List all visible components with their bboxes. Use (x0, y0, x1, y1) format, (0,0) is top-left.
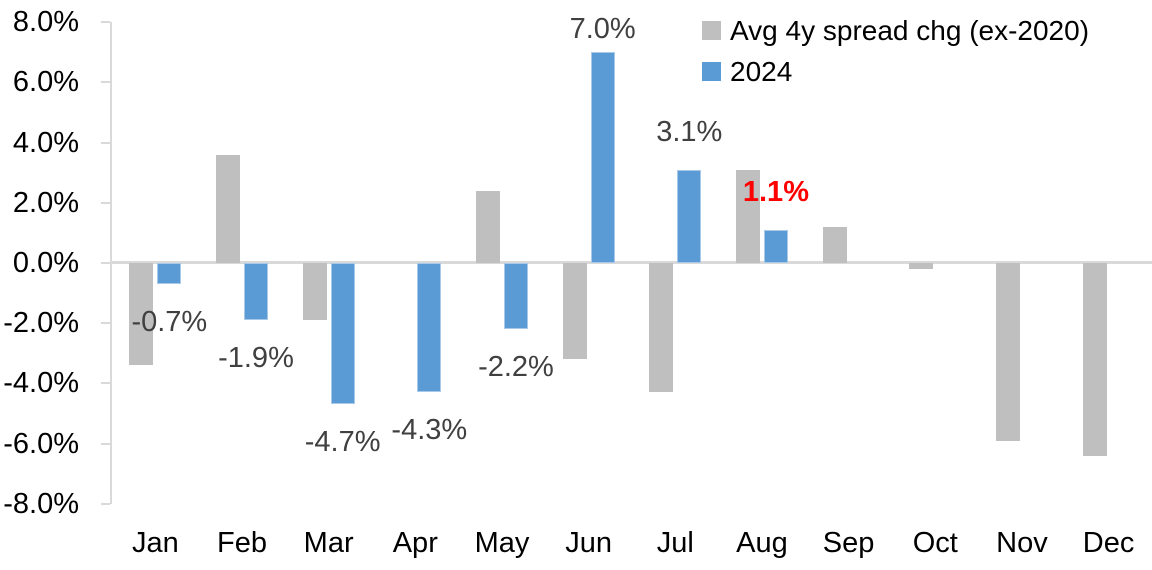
x-tick-label: Oct (912, 527, 958, 559)
y-axis-tick (101, 201, 110, 204)
legend-label-avg-4y-spread: Avg 4y spread chg (ex-2020) (730, 14, 1090, 46)
y-axis-tick (101, 382, 110, 385)
bar-avg-jun (562, 263, 587, 360)
legend-item-2024: 2024 (702, 51, 1089, 92)
y-tick-label: 0.0% (12, 247, 79, 279)
x-tick-label: Jun (565, 527, 612, 559)
data-label: 7.0% (569, 13, 636, 45)
y-tick-label: 4.0% (12, 126, 79, 159)
data-label: -4.7% (304, 426, 381, 459)
bar-avg-nov (995, 263, 1020, 441)
x-tick-label: Aug (736, 527, 788, 559)
legend: Avg 4y spread chg (ex-2020) 2024 (702, 10, 1089, 92)
y-tick-label: 6.0% (12, 66, 79, 99)
y-tick-label: -6.0% (3, 427, 79, 460)
legend-swatch-gray-icon (702, 21, 721, 40)
x-tick-label: Jul (656, 527, 694, 559)
x-tick-label: Jan (131, 527, 179, 559)
bar-avg-may (475, 190, 500, 263)
y-axis-tick (101, 502, 110, 505)
y-tick-label: 8.0% (12, 6, 79, 39)
y-axis-tick (101, 442, 110, 445)
x-tick-label: Apr (392, 527, 438, 559)
bar-avg-sep (822, 226, 847, 263)
bar-2024-apr (417, 263, 442, 393)
x-tick-label: Sep (822, 527, 875, 559)
y-tick-label: 2.0% (12, 186, 79, 219)
data-label: -4.3% (391, 414, 468, 447)
data-label: 3.1% (656, 115, 723, 148)
x-tick-label: Dec (1082, 527, 1135, 559)
bar-avg-jul (649, 263, 674, 393)
legend-item-avg-4y-spread: Avg 4y spread chg (ex-2020) (702, 10, 1089, 51)
x-tick-label: May (474, 527, 530, 559)
bar-avg-feb (215, 154, 240, 263)
bar-2024-may (503, 263, 528, 330)
y-tick-label: -2.0% (3, 307, 79, 340)
x-tick-label: Mar (303, 527, 354, 559)
data-label: -1.9% (218, 342, 294, 375)
data-label: -2.2% (478, 351, 554, 384)
bar-avg-dec (1082, 263, 1107, 456)
data-label: 1.1% (742, 175, 809, 208)
x-tick-label: Feb (216, 527, 267, 559)
bar-2024-jan (157, 263, 182, 285)
bar-avg-oct (909, 263, 934, 270)
legend-swatch-blue-icon (702, 62, 721, 81)
bar-avg-jan (129, 263, 154, 366)
y-axis-tick (101, 21, 110, 24)
bar-avg-aug (735, 169, 760, 263)
zero-axis-line (110, 261, 1152, 264)
data-label: -0.7% (131, 306, 208, 339)
y-tick-label: -8.0% (3, 487, 79, 520)
bar-2024-aug (763, 229, 788, 263)
y-tick-label: -4.0% (3, 367, 79, 400)
bar-2024-mar (330, 263, 355, 405)
y-axis-tick (101, 322, 110, 325)
bar-2024-jun (590, 52, 615, 263)
legend-label-2024: 2024 (730, 55, 793, 87)
y-axis-tick (101, 141, 110, 144)
bar-2024-feb (243, 263, 268, 321)
y-axis-tick (101, 81, 110, 84)
bar-2024-jul (677, 169, 702, 263)
x-tick-label: Nov (996, 527, 1048, 559)
bar-avg-mar (302, 263, 327, 321)
y-axis-tick (101, 262, 110, 264)
